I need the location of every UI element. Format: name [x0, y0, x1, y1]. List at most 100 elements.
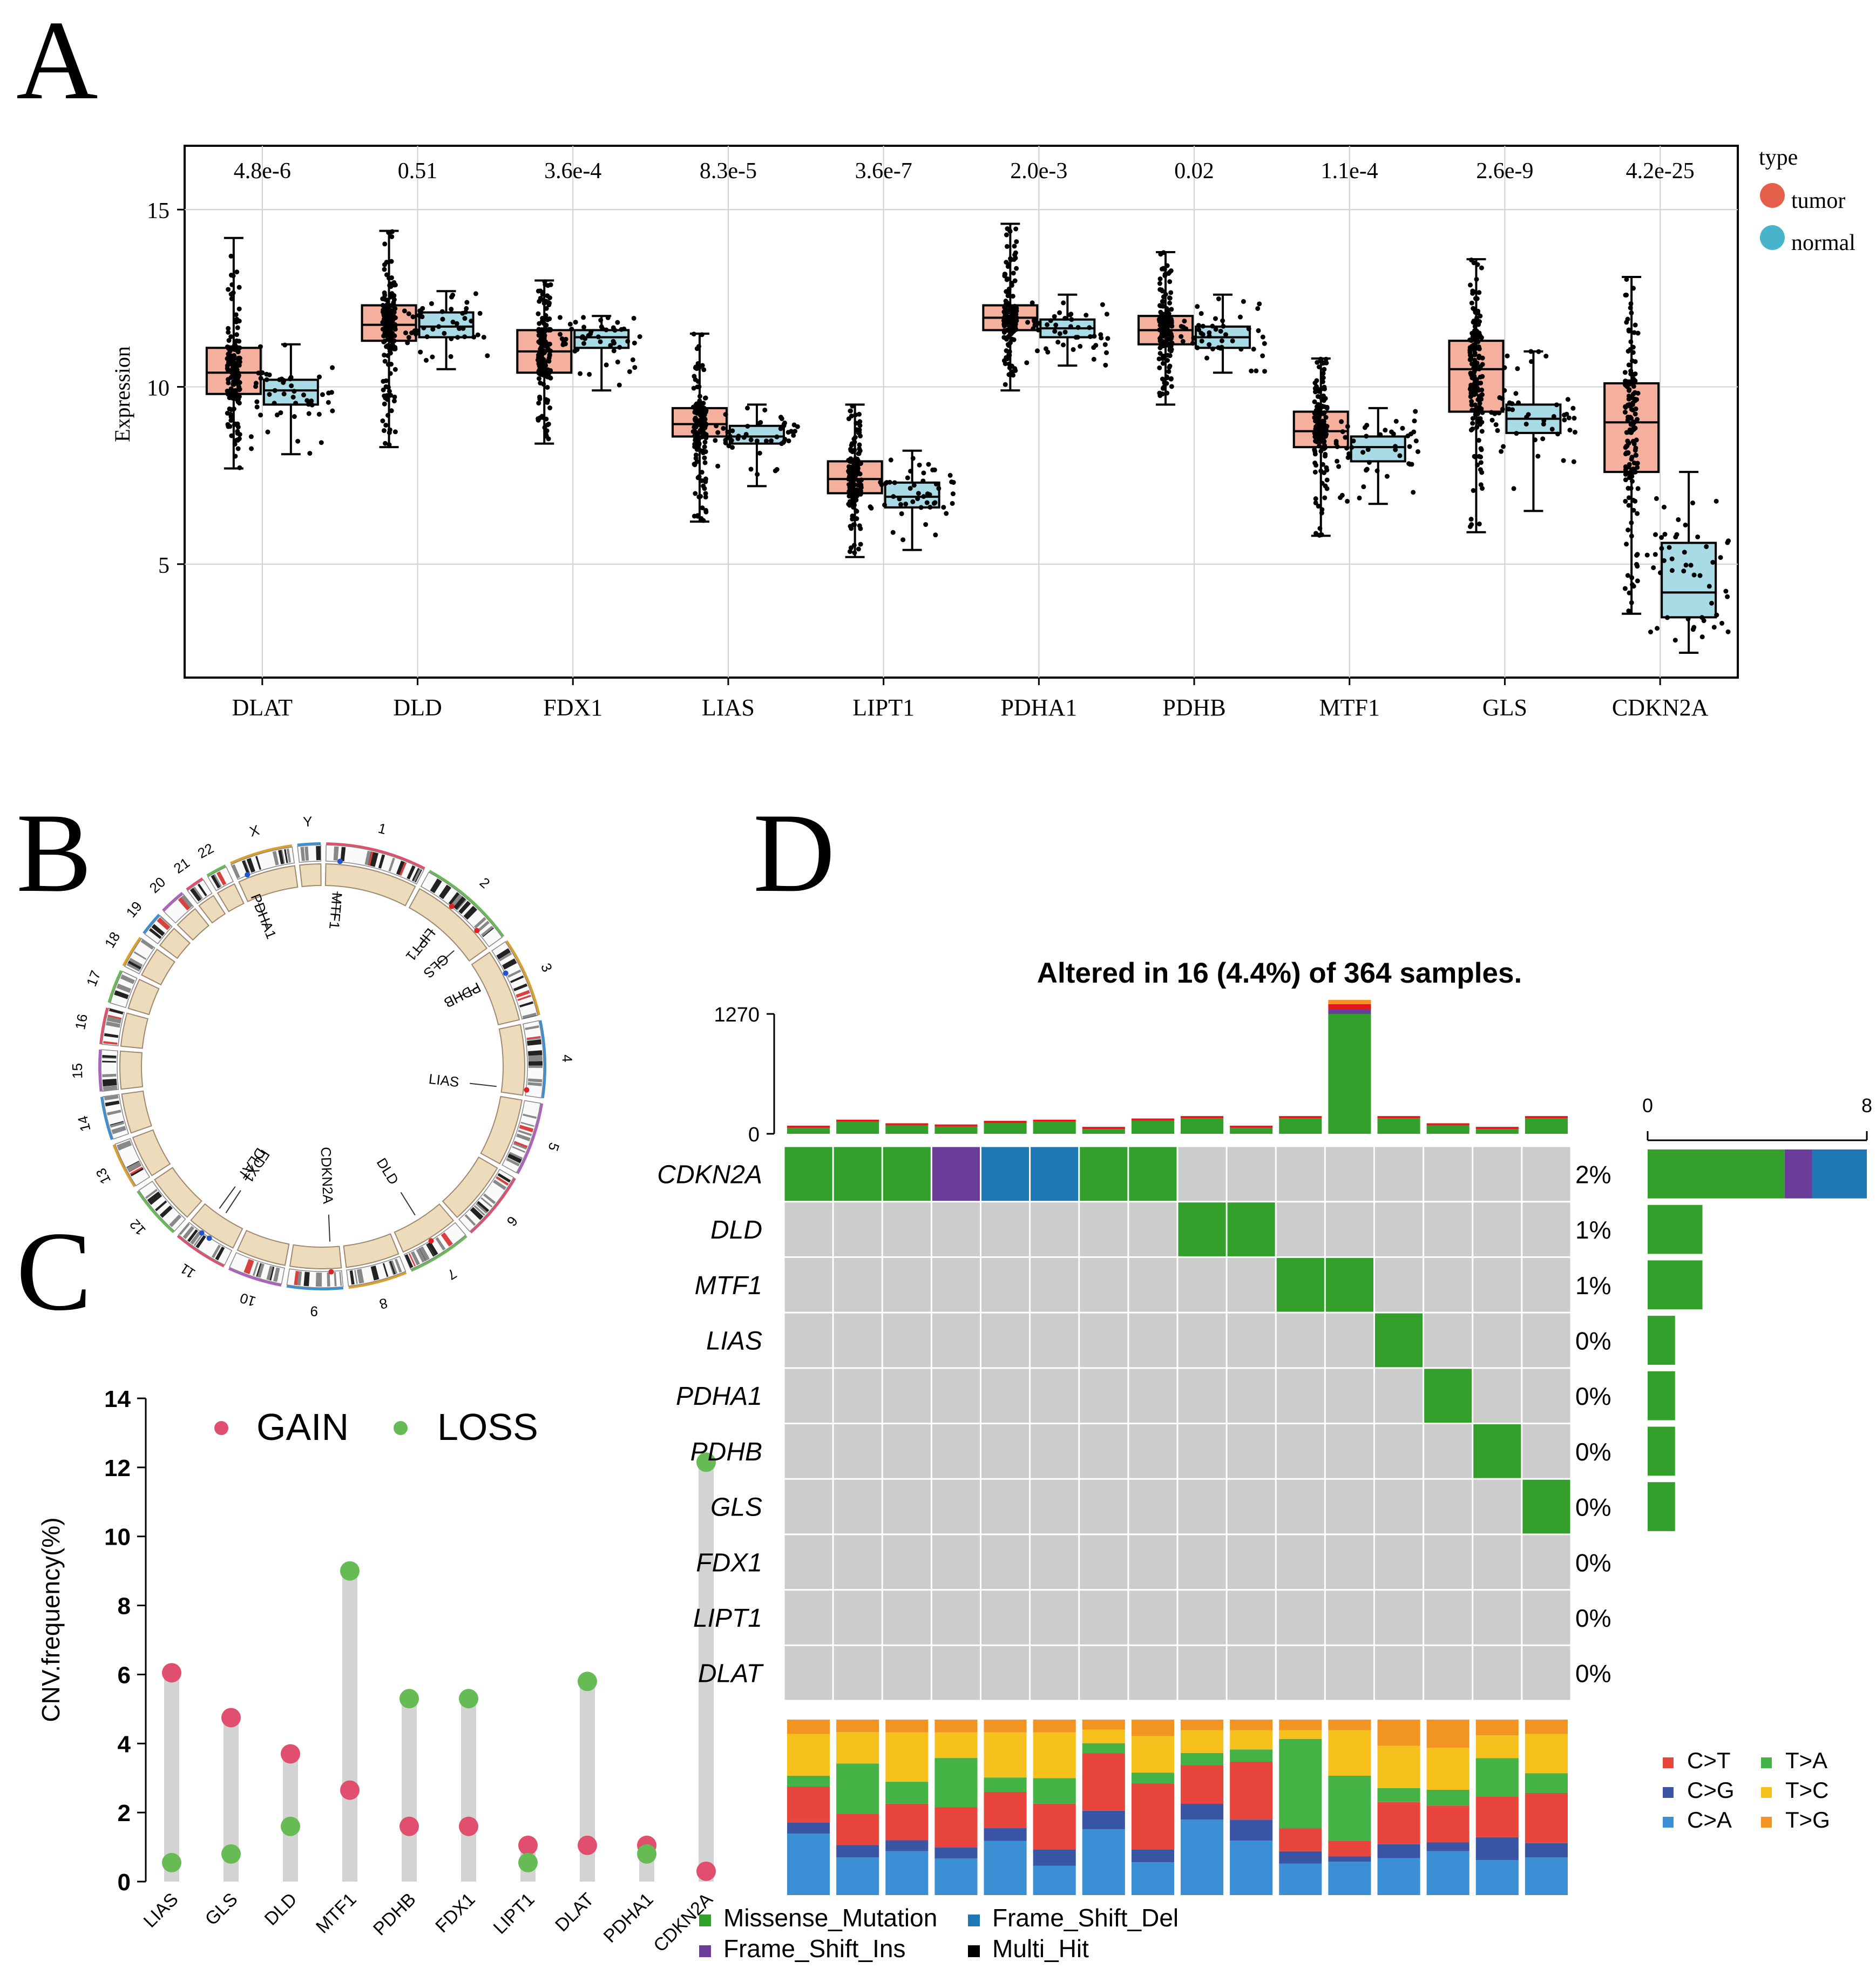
- tumor-point: [694, 346, 700, 351]
- chromosome-band: [316, 846, 321, 861]
- normal-point: [947, 472, 953, 478]
- tumor-point: [390, 342, 395, 347]
- normal-point: [588, 329, 594, 334]
- normal-point: [464, 300, 470, 305]
- tumor-point: [852, 522, 857, 527]
- tumor-point: [1167, 269, 1172, 275]
- gene-track: [127, 978, 160, 1016]
- normal-point: [1540, 436, 1546, 442]
- boxplot-panel: 51015DLAT4.8e-6DLD0.51FDX13.6e-4LIAS8.3e…: [110, 145, 1855, 721]
- normal-point: [1254, 368, 1259, 374]
- normal-point: [1393, 418, 1399, 424]
- tumor-point: [693, 437, 698, 442]
- tumor-point: [538, 354, 544, 360]
- legend-swatch-tumor: [1760, 183, 1785, 208]
- gene-marker: [449, 903, 455, 909]
- tumor-point: [1160, 356, 1166, 361]
- gene-marker: [199, 1230, 205, 1236]
- tumor-point: [548, 282, 553, 287]
- tumor-point: [1004, 232, 1009, 238]
- titv-segment: [885, 1720, 929, 1733]
- tumor-point: [1004, 336, 1009, 342]
- tumor-point: [1471, 289, 1477, 295]
- empty-cell: [1473, 1369, 1521, 1423]
- titv-segment: [1181, 1819, 1224, 1895]
- tumor-point: [1321, 398, 1326, 403]
- chromosome-outline: [143, 914, 160, 935]
- normal-point: [604, 327, 609, 333]
- tumor-point: [233, 346, 238, 351]
- tumor-point: [1626, 388, 1631, 393]
- tumor-point: [1160, 303, 1166, 309]
- tumor-point: [231, 366, 236, 371]
- chromosome-band: [197, 883, 207, 897]
- normal-point: [319, 440, 324, 445]
- mutation-cell: [932, 1147, 980, 1201]
- normal-point: [730, 428, 735, 434]
- tumor-point: [1623, 477, 1628, 483]
- pvalue-label: 8.3e-5: [700, 159, 757, 184]
- tumor-point: [380, 302, 385, 308]
- chromosome-band: [463, 905, 476, 919]
- tumor-point: [225, 410, 230, 416]
- titv-segment: [787, 1834, 830, 1895]
- normal-point: [1179, 334, 1184, 339]
- tumor-point: [1005, 301, 1010, 307]
- tumor-point: [1628, 368, 1634, 374]
- tumor-point: [1161, 340, 1167, 346]
- frequency-bar: [402, 1699, 417, 1882]
- tmb-bar-segment: [1230, 1125, 1273, 1128]
- chromosome-outline: [122, 937, 142, 967]
- empty-cell: [1129, 1591, 1177, 1645]
- titv-segment: [984, 1732, 1027, 1778]
- chromosome-label: 15: [69, 1063, 86, 1079]
- x-tick-label: DLD: [393, 694, 442, 721]
- tumor-point: [546, 358, 552, 364]
- tumor-point: [1012, 323, 1018, 329]
- empty-cell: [784, 1257, 832, 1312]
- titv-segment: [1377, 1788, 1420, 1802]
- tumor-point: [1629, 600, 1634, 605]
- titv-segment: [1181, 1720, 1224, 1730]
- normal-point: [1653, 532, 1658, 537]
- tumor-point: [1635, 461, 1640, 466]
- normal-point: [1061, 342, 1066, 348]
- empty-cell: [1031, 1479, 1079, 1534]
- tumor-point: [225, 367, 231, 373]
- empty-cell: [883, 1313, 931, 1368]
- normal-point: [1220, 318, 1225, 323]
- chromosome-band: [527, 1078, 543, 1083]
- normal-point: [581, 341, 586, 346]
- tumor-point: [1161, 294, 1166, 300]
- normal-point: [1105, 336, 1110, 341]
- y-axis-label: CNV.frequency(%): [37, 1517, 65, 1722]
- chromosome-band: [410, 1251, 421, 1266]
- titv-legend-swatch: [1761, 1787, 1772, 1798]
- normal-point: [1510, 407, 1515, 412]
- normal-point: [1535, 454, 1541, 459]
- chromosome-band: [509, 1152, 523, 1160]
- normal-point: [1541, 421, 1546, 427]
- tumor-point: [698, 493, 703, 499]
- tumor-point: [546, 436, 551, 442]
- normal-point: [900, 537, 906, 543]
- normal-point: [637, 334, 642, 339]
- empty-cell: [1375, 1147, 1423, 1201]
- tumor-point: [1003, 361, 1008, 367]
- empty-cell: [784, 1535, 832, 1589]
- tumor-point: [1317, 526, 1323, 531]
- empty-cell: [981, 1646, 1030, 1700]
- tumor-point: [225, 356, 230, 361]
- chromosome-label: 1: [376, 820, 388, 838]
- normal-point: [1053, 322, 1059, 328]
- normal-point: [1662, 532, 1668, 537]
- variant-legend-label: Frame_Shift_Del: [992, 1904, 1179, 1932]
- normal-point: [293, 401, 299, 406]
- tumor-point: [1009, 280, 1014, 286]
- normal-box: [1661, 542, 1717, 619]
- tumor-point: [1320, 462, 1325, 467]
- normal-point: [788, 429, 794, 434]
- tumor-point: [1626, 495, 1631, 500]
- tumor-point: [392, 429, 398, 435]
- titv-segment: [1279, 1828, 1322, 1851]
